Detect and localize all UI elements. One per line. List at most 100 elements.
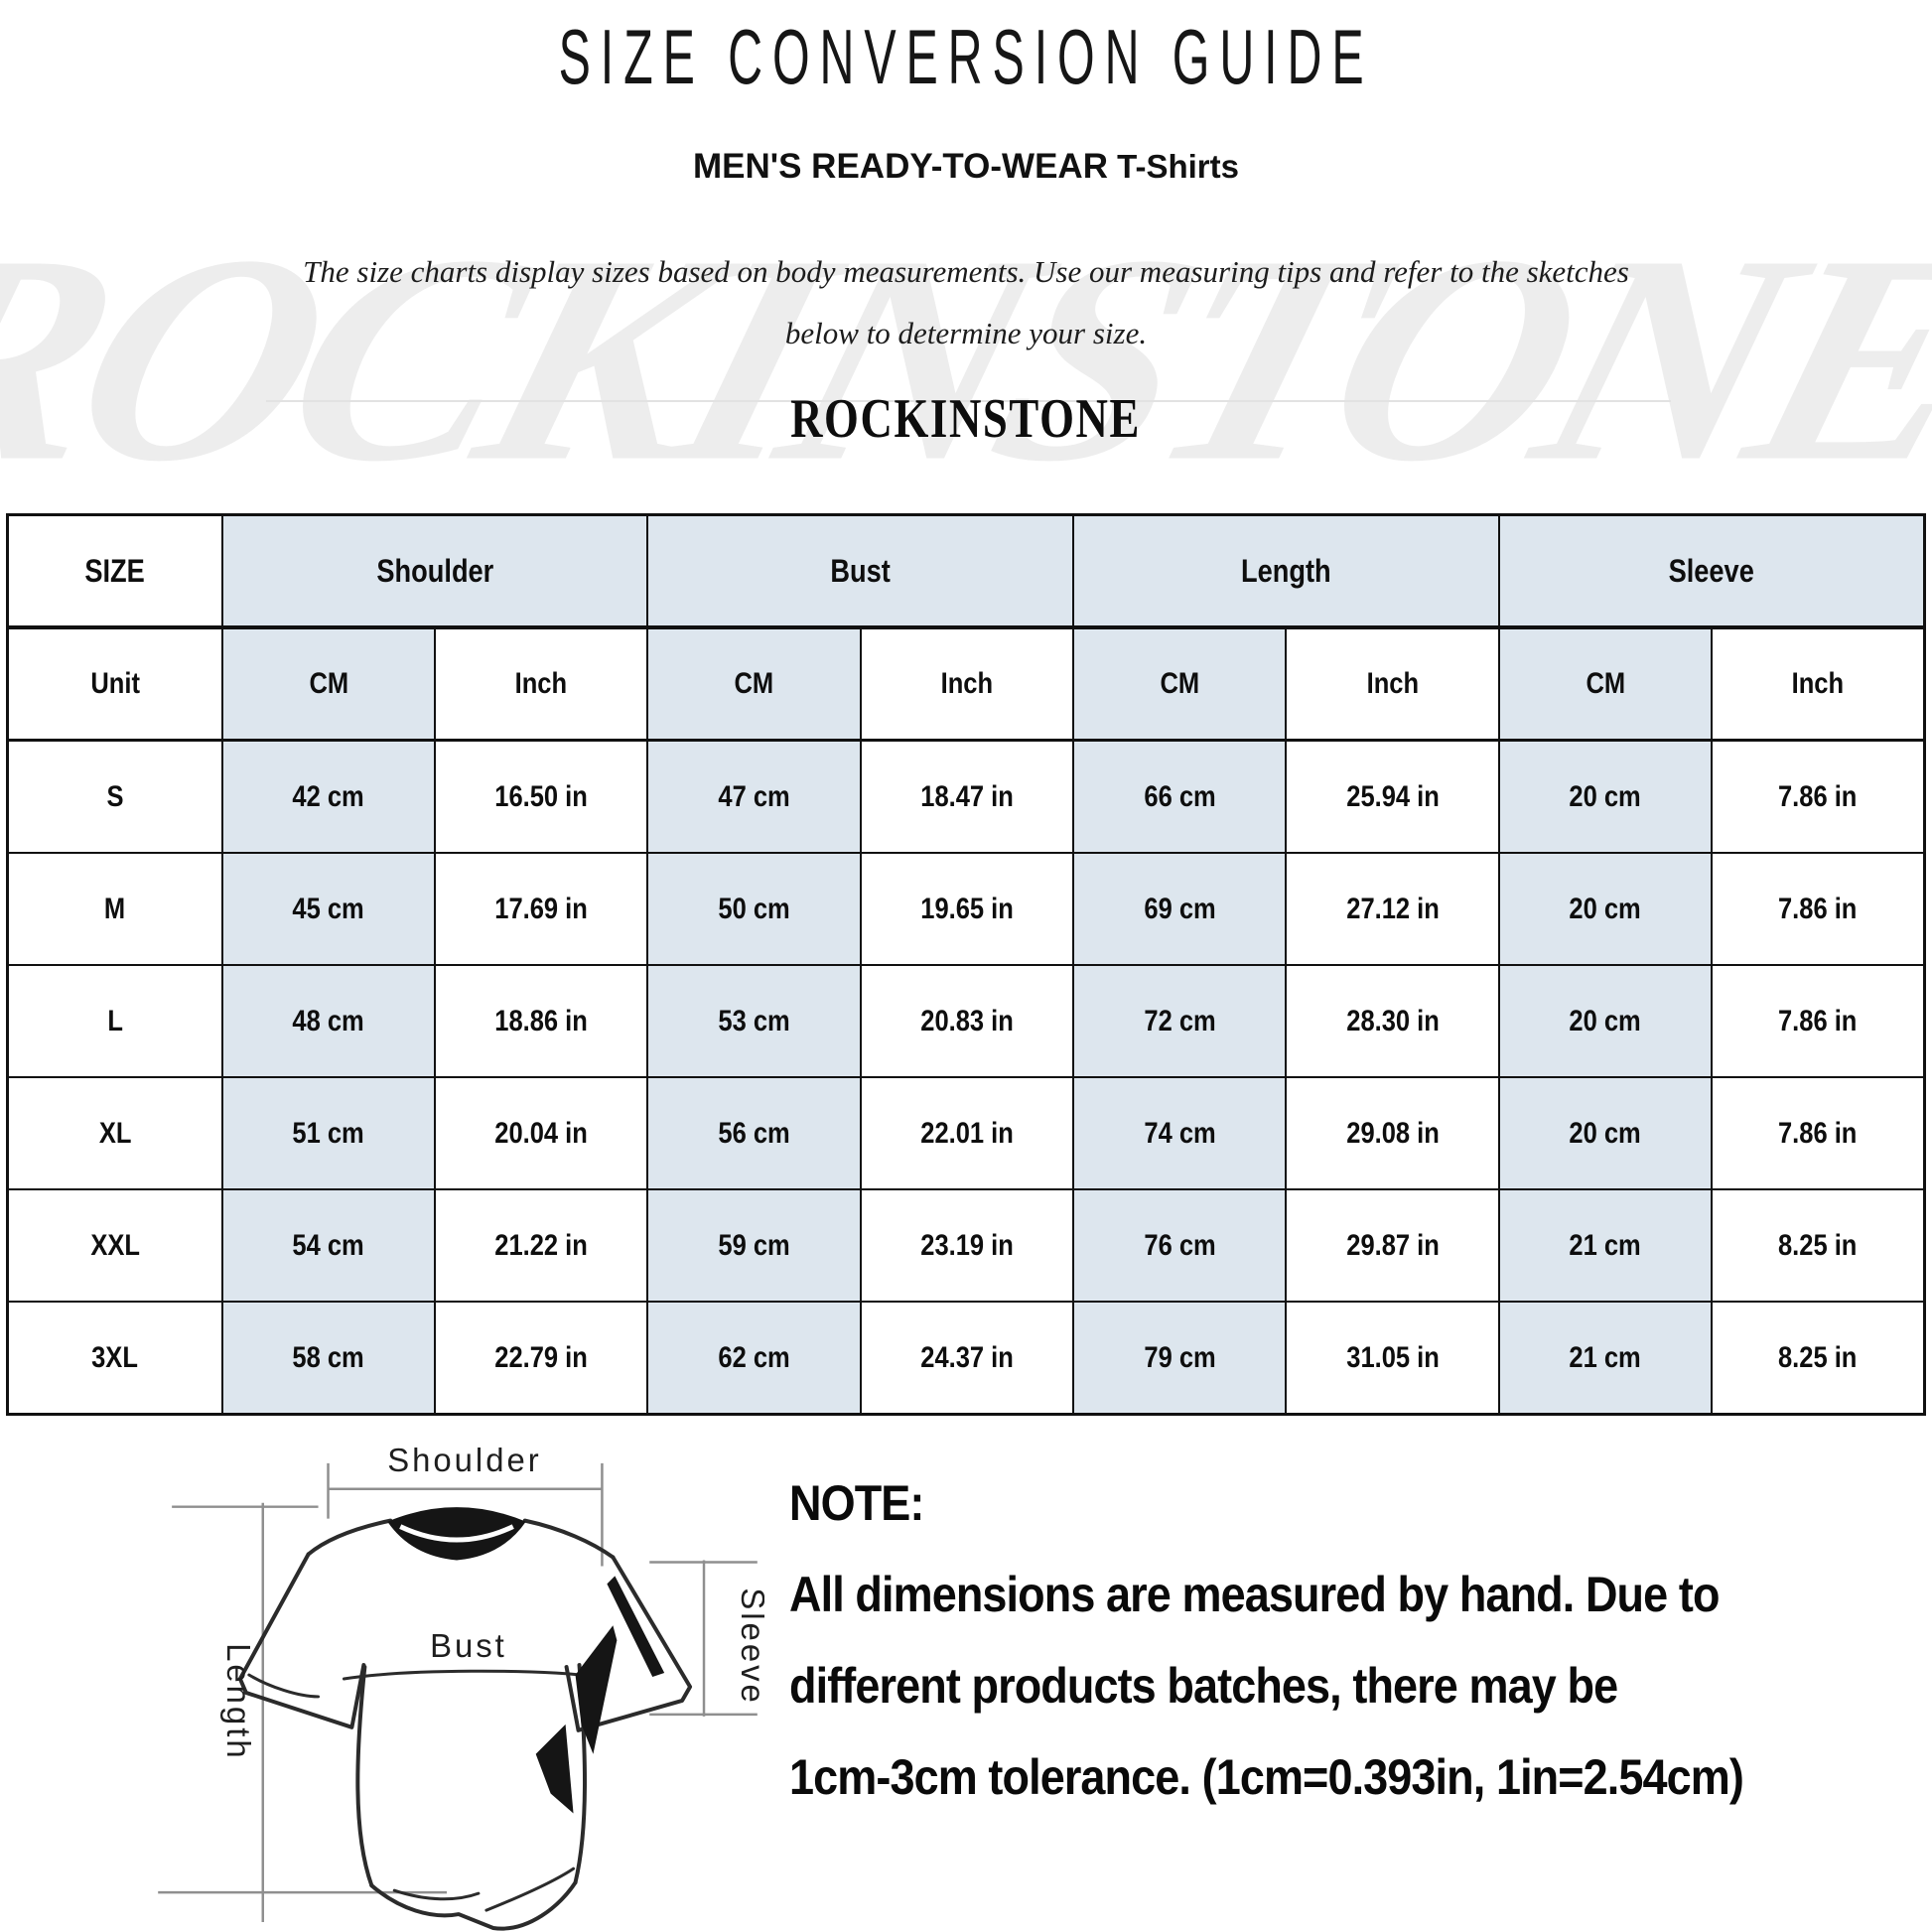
note-block: NOTE: All dimensions are measured by han… (789, 1457, 1901, 1823)
table-cell: 21 cm (1497, 1301, 1714, 1416)
cm-value: 66 cm (1144, 779, 1216, 813)
table-cell: 20 cm (1497, 1076, 1714, 1190)
subtitle-caps: MEN'S READY-TO-WEAR (693, 147, 1108, 186)
size-conversion-table: SIZE Shoulder Bust Length Sleeve Unit CM… (6, 513, 1926, 1416)
cm-value: 50 cm (718, 892, 790, 925)
table-cell: 58 cm (220, 1301, 437, 1416)
cm-value: 20 cm (1569, 892, 1642, 925)
unit-cell: CM (1497, 626, 1714, 742)
inch-value: 22.79 in (494, 1340, 589, 1374)
table-cell: 47 cm (646, 739, 862, 854)
shading (535, 1576, 665, 1814)
tshirt-measurement-diagram: Shoulder Bust Length Sleeve (158, 1442, 764, 1931)
cm-value: 21 cm (1569, 1228, 1642, 1262)
page-subtitle: MEN'S READY-TO-WEAR T-Shirts (0, 147, 1932, 187)
table-row: L 48 cm 18.86 in 53 cm 20.83 in 72 cm 28… (6, 964, 1926, 1078)
table-row: M 45 cm 17.69 in 50 cm 19.65 in 69 cm 27… (6, 852, 1926, 966)
cm-value: 20 cm (1569, 779, 1642, 813)
table-cell: 16.50 in (434, 739, 649, 854)
header-shoulder-label: Shoulder (376, 552, 494, 589)
inch-value: 29.87 in (1345, 1228, 1440, 1262)
note-line-text: different products batches, there may be (789, 1658, 1618, 1714)
unit-label: CM (1160, 667, 1200, 700)
table-cell: 31.05 in (1285, 1301, 1500, 1416)
cm-value: 56 cm (718, 1116, 790, 1150)
unit-cell: Inch (1285, 626, 1500, 742)
inch-value: 16.50 in (494, 779, 589, 813)
inch-value: 7.86 in (1778, 892, 1858, 925)
unit-label: Inch (940, 667, 994, 700)
cm-value: 45 cm (292, 892, 365, 925)
cm-value: 76 cm (1144, 1228, 1216, 1262)
table-cell: 7.86 in (1711, 739, 1926, 854)
inch-value: 20.04 in (494, 1116, 589, 1150)
cm-value: 53 cm (718, 1004, 790, 1037)
note-line: 1cm-3cm tolerance. (1cm=0.393in, 1in=2.5… (789, 1731, 1901, 1823)
table-cell: XL (6, 1076, 223, 1190)
inch-value: 8.25 in (1778, 1228, 1858, 1262)
shoulder-label: Shoulder (387, 1442, 541, 1478)
unit-cell: Inch (1711, 626, 1926, 742)
tagline: The size charts display sizes based on b… (0, 241, 1932, 364)
table-unit-row: Unit CM Inch CM Inch CM Inch CM Inch (6, 626, 1926, 742)
cm-value: 51 cm (292, 1116, 365, 1150)
table-cell: 7.86 in (1711, 852, 1926, 966)
sleeve-label: Sleeve (735, 1587, 764, 1705)
table-cell: 8.25 in (1711, 1301, 1926, 1416)
table-cell: 22.79 in (434, 1301, 649, 1416)
header-length: Length (1072, 513, 1500, 629)
collar-shape (387, 1507, 526, 1561)
unit-cell: Inch (434, 626, 649, 742)
inch-value: 7.86 in (1778, 779, 1858, 813)
size-value: 3XL (91, 1340, 139, 1374)
table-row: XL 51 cm 20.04 in 56 cm 22.01 in 74 cm 2… (6, 1076, 1926, 1190)
bust-label: Bust (430, 1627, 507, 1664)
size-value: XL (98, 1116, 132, 1150)
table-cell: 20.04 in (434, 1076, 649, 1190)
table-cell: S (6, 739, 223, 854)
length-label: Length (220, 1643, 257, 1760)
unit-label: Inch (1366, 667, 1419, 700)
note-line-text: All dimensions are measured by hand. Due… (789, 1567, 1720, 1622)
unit-cell: CM (1072, 626, 1288, 742)
table-cell: 21.22 in (434, 1188, 649, 1303)
cm-value: 69 cm (1144, 892, 1216, 925)
brand-name-text: ROCKINSTONE (790, 388, 1142, 450)
header-size-label: SIZE (84, 552, 146, 589)
cm-value: 54 cm (292, 1228, 365, 1262)
table-cell: XXL (6, 1188, 223, 1303)
divider-line (266, 400, 1671, 402)
inch-value: 18.86 in (494, 1004, 589, 1037)
unit-label: CM (309, 667, 348, 700)
table-cell: 42 cm (220, 739, 437, 854)
table-cell: 51 cm (220, 1076, 437, 1190)
cm-value: 79 cm (1144, 1340, 1216, 1374)
brand-name: ROCKINSTONE (0, 387, 1932, 451)
cm-value: 62 cm (718, 1340, 790, 1374)
table-cell: 24.37 in (859, 1301, 1075, 1416)
table-cell: 23.19 in (859, 1188, 1075, 1303)
inch-value: 24.37 in (920, 1340, 1014, 1374)
table-cell: 29.08 in (1285, 1076, 1500, 1190)
cm-value: 72 cm (1144, 1004, 1216, 1037)
cm-value: 59 cm (718, 1228, 790, 1262)
table-header-row: SIZE Shoulder Bust Length Sleeve (6, 513, 1926, 629)
tagline-line-2: below to determine your size. (784, 316, 1148, 350)
table-cell: 25.94 in (1285, 739, 1500, 854)
table-cell: 18.47 in (859, 739, 1075, 854)
size-value: XXL (90, 1228, 140, 1262)
table-cell: 56 cm (646, 1076, 862, 1190)
table-cell: 62 cm (646, 1301, 862, 1416)
unit-cell: CM (646, 626, 862, 742)
collar-inner-line (399, 1524, 514, 1543)
inch-value: 8.25 in (1778, 1340, 1858, 1374)
inch-value: 31.05 in (1345, 1340, 1440, 1374)
table-cell: 28.30 in (1285, 964, 1500, 1078)
inch-value: 18.47 in (920, 779, 1014, 813)
table-cell: 76 cm (1072, 1188, 1288, 1303)
inch-value: 19.65 in (920, 892, 1014, 925)
page-title: SIZE CONVERSION GUIDE (0, 12, 1932, 102)
unit-cell: Unit (6, 626, 223, 742)
inch-value: 23.19 in (920, 1228, 1014, 1262)
unit-label: Inch (1791, 667, 1845, 700)
